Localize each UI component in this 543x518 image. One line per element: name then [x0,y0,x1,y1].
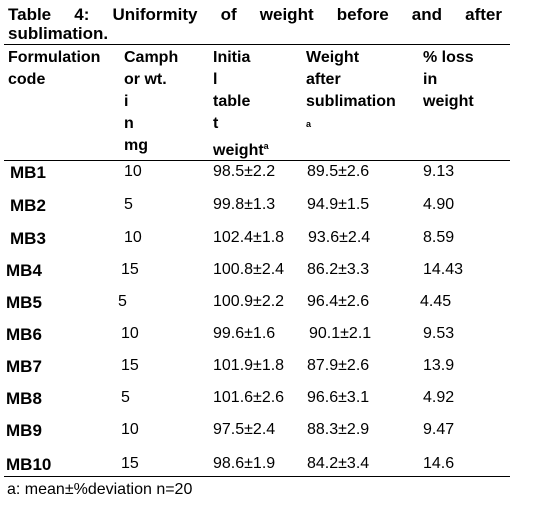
row-code: MB7 [6,357,42,376]
row-initial-weight: 98.5±2.2 [213,163,276,180]
row-initial-weight: 101.9±1.8 [213,357,285,374]
header-camphor-weight: Camph or wt. i n mg [124,49,179,154]
row-percent-loss: 13.9 [423,357,455,374]
header-weight-after: Weight after sublimation a [306,47,416,140]
row-weight-after: 88.3±2.9 [307,421,370,438]
header-initial-weight-text: Initia l table t weight [213,49,264,159]
row-initial-weight: 100.9±2.2 [213,293,285,310]
row-weight-after: 96.6±3.1 [307,389,370,406]
header-divider [4,160,510,161]
row-percent-loss: 9.53 [423,325,455,342]
row-weight-after: 93.6±2.4 [308,229,371,246]
row-code: MB3 [10,229,46,248]
row-weight-after: 90.1±2.1 [309,325,372,342]
row-weight-after: 94.9±1.5 [307,196,370,213]
row-initial-weight: 102.4±1.8 [213,229,285,246]
row-weight-after: 96.4±2.6 [307,293,370,310]
row-camphor-weight: 5 [121,389,130,406]
row-percent-loss: 14.43 [423,261,464,278]
row-code: MB4 [6,261,42,280]
row-weight-after: 84.2±3.4 [307,455,370,472]
row-percent-loss: 8.59 [423,229,455,246]
row-code: MB9 [6,421,42,440]
row-weight-after: 89.5±2.6 [307,163,370,180]
row-weight-after: 86.2±3.3 [307,261,370,278]
caption-line-2: sublimation. [8,24,109,43]
row-camphor-weight: 15 [121,357,139,374]
row-initial-weight: 99.6±1.6 [213,325,276,342]
row-camphor-weight: 10 [124,163,142,180]
header-initial-weight-footnote-mark: a [263,141,269,151]
table-footnote: a: mean±%deviation n=20 [7,481,193,498]
header-weight-after-text: Weight after sublimation [306,49,396,110]
row-camphor-weight: 15 [121,261,139,278]
row-code: MB6 [6,325,42,344]
row-camphor-weight: 10 [121,325,139,342]
caption-line-1: Table 4: Uniformity of weight before and… [8,5,502,24]
row-percent-loss: 4.90 [423,196,455,213]
row-percent-loss: 4.92 [423,389,455,406]
row-camphor-weight: 5 [118,293,127,310]
row-code: MB1 [10,163,46,182]
row-percent-loss: 4.45 [420,293,452,310]
row-percent-loss: 14.6 [423,455,455,472]
row-percent-loss: 9.13 [423,163,455,180]
row-initial-weight: 100.8±2.4 [213,261,285,278]
table-caption: Table 4: Uniformity of weight before and… [8,5,502,43]
row-code: MB10 [6,455,52,474]
header-percent-loss: % loss in weight [423,49,474,110]
header-weight-after-footnote-mark: a [306,119,312,129]
row-camphor-weight: 10 [124,229,142,246]
header-initial-weight: Initia l table t weighta [213,47,298,162]
row-code: MB2 [10,196,46,215]
row-code: MB8 [6,389,42,408]
row-initial-weight: 99.8±1.3 [213,196,276,213]
row-initial-weight: 101.6±2.6 [213,389,285,406]
row-percent-loss: 9.47 [423,421,455,438]
row-initial-weight: 98.6±1.9 [213,455,276,472]
row-camphor-weight: 5 [124,196,133,213]
header-formulation-code: Formulation code [8,49,101,88]
row-code: MB5 [6,293,42,312]
row-camphor-weight: 10 [121,421,139,438]
weight-uniformity-table [4,44,510,477]
row-camphor-weight: 15 [121,455,139,472]
row-weight-after: 87.9±2.6 [307,357,370,374]
row-initial-weight: 97.5±2.4 [213,421,276,438]
